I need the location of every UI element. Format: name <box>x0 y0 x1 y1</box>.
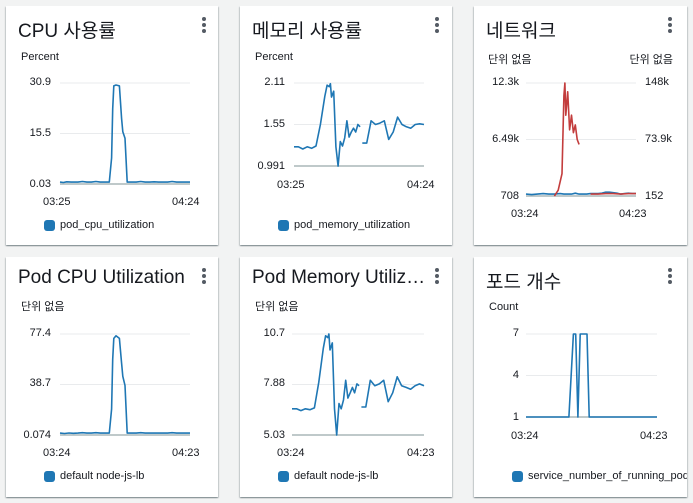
y-tick-label: 30.9 <box>29 76 51 88</box>
network-widget: 네트워크 단위 없음 단위 없음 12.3k 6.49k 708 148k 73… <box>474 6 687 245</box>
x-tick-label: 03:24 <box>511 208 539 220</box>
y-tick-label-right: 73.9k <box>645 133 672 145</box>
y-tick-label: 0.074 <box>23 429 51 441</box>
memory-usage-chart <box>294 82 425 167</box>
y-tick-label: 6.49k <box>492 133 519 145</box>
x-tick-label: 04:23 <box>172 447 200 459</box>
y-tick-label: 2.11 <box>264 76 285 88</box>
legend-swatch <box>44 219 55 231</box>
y-tick-label: 0.991 <box>257 160 285 172</box>
y-tick-label: 7 <box>512 327 519 339</box>
more-options-icon[interactable] <box>198 16 210 34</box>
x-tick-label: 04:23 <box>407 447 435 459</box>
network-chart <box>525 82 636 197</box>
legend-label: pod_cpu_utilization <box>60 219 155 231</box>
pod-memory-utilization-widget: Pod Memory Utiliza… 단위 없음 10.7 7.88 5.03… <box>240 257 452 497</box>
legend-label: pod_memory_utilization <box>294 219 411 231</box>
x-tick-label: 03:24 <box>277 447 305 459</box>
y-tick-label: 77.4 <box>29 327 51 339</box>
y-axis-unit-left: 단위 없음 <box>488 54 532 66</box>
x-tick-label: 04:24 <box>172 196 200 208</box>
series-line <box>526 333 657 418</box>
y-axis-unit: 단위 없음 <box>21 301 65 313</box>
y-tick-label: 15.5 <box>29 127 51 139</box>
y-tick-label: 10.7 <box>263 327 285 339</box>
more-options-icon[interactable] <box>664 267 676 285</box>
y-tick-label: 4 <box>512 369 519 381</box>
pod-count-chart <box>526 333 657 418</box>
y-tick-label: 12.3k <box>492 76 519 88</box>
series-line <box>362 116 425 144</box>
x-tick-label: 04:24 <box>407 179 435 191</box>
y-axis-unit: 단위 없음 <box>255 301 299 313</box>
legend-swatch <box>44 470 55 482</box>
x-tick-label: 03:25 <box>277 179 305 191</box>
legend-label: service_number_of_running_pods <box>528 470 687 482</box>
x-tick-label: 03:24 <box>511 430 539 442</box>
y-axis-unit: Percent <box>255 51 293 63</box>
pod-memory-utilization-chart <box>292 333 425 436</box>
y-axis-unit: Count <box>489 301 519 313</box>
legend-label: default node-js-lb <box>60 470 145 482</box>
more-options-icon[interactable] <box>431 267 443 285</box>
legend-item[interactable]: pod_memory_utilization <box>278 219 424 231</box>
legend-swatch <box>512 470 523 482</box>
series-line <box>361 376 425 408</box>
y-tick-label-right: 148k <box>645 76 669 88</box>
y-tick-label: 708 <box>500 190 519 202</box>
legend-item[interactable]: service_number_of_running_pods <box>512 470 687 482</box>
cpu-usage-widget: CPU 사용률 Percent 30.9 15.5 0.03 03:25 04:… <box>6 6 218 245</box>
series-line <box>553 82 580 197</box>
pod-count-widget: 포드 개수 Count 7 4 1 03:24 04:23 service_nu… <box>474 257 687 497</box>
more-options-icon[interactable] <box>198 267 210 285</box>
series-line <box>294 82 361 167</box>
y-tick-label-right: 152 <box>645 190 664 202</box>
y-tick-label: 7.88 <box>263 377 285 389</box>
series-line <box>292 333 360 436</box>
y-tick-label: 5.03 <box>263 429 285 441</box>
pod-cpu-utilization-widget: Pod CPU Utilization 단위 없음 77.4 38.7 0.07… <box>6 257 218 497</box>
cpu-usage-chart <box>59 82 190 185</box>
legend-item[interactable]: pod_cpu_utilization <box>44 219 214 231</box>
y-axis-unit: Percent <box>21 51 59 63</box>
x-tick-label: 04:23 <box>640 430 668 442</box>
legend-swatch <box>278 219 289 231</box>
legend-swatch <box>278 470 289 482</box>
y-tick-label: 1 <box>512 411 519 423</box>
y-tick-label: 1.55 <box>263 118 285 130</box>
legend-item[interactable]: default node-js-lb <box>278 470 448 482</box>
more-options-icon[interactable] <box>664 16 676 34</box>
y-tick-label: 38.7 <box>29 377 51 389</box>
series-line <box>590 192 636 195</box>
y-axis-unit-right: 단위 없음 <box>629 54 673 66</box>
x-tick-label: 04:23 <box>619 208 647 220</box>
pod-cpu-utilization-chart <box>59 333 190 436</box>
series-line <box>59 84 190 184</box>
y-tick-label: 0.03 <box>29 178 51 190</box>
legend-label: default node-js-lb <box>294 470 379 482</box>
series-line <box>59 335 190 435</box>
more-options-icon[interactable] <box>431 16 443 34</box>
legend-item[interactable]: default node-js-lb <box>44 470 214 482</box>
memory-usage-widget: 메모리 사용률 Percent 2.11 1.55 0.991 03:25 04… <box>240 6 452 245</box>
x-tick-label: 03:24 <box>43 447 71 459</box>
x-tick-label: 03:25 <box>43 196 71 208</box>
